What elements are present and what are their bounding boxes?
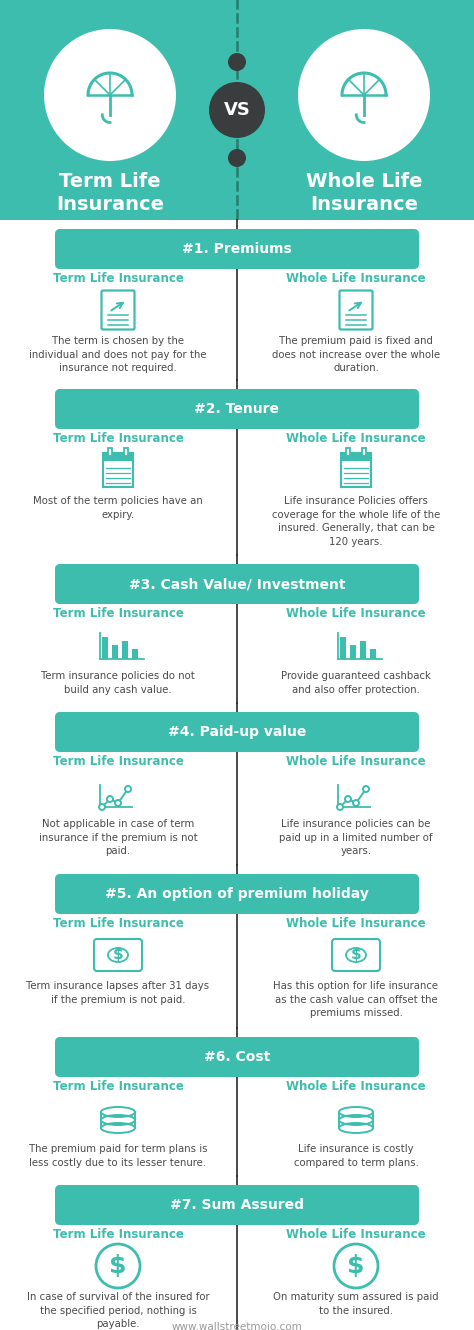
Text: $: $	[347, 1254, 365, 1278]
Text: Whole Life Insurance: Whole Life Insurance	[286, 432, 426, 446]
Bar	[370, 649, 376, 658]
Circle shape	[44, 29, 176, 161]
Text: On maturity sum assured is paid
to the insured.: On maturity sum assured is paid to the i…	[273, 1291, 439, 1315]
Text: Whole Life Insurance: Whole Life Insurance	[286, 755, 426, 767]
Bar	[0, 704, 474, 864]
Text: VS: VS	[224, 101, 250, 118]
Text: Term insurance lapses after 31 days
if the premium is not paid.: Term insurance lapses after 31 days if t…	[27, 982, 210, 1004]
Text: Whole Life Insurance: Whole Life Insurance	[286, 273, 426, 285]
Circle shape	[99, 805, 105, 810]
Circle shape	[345, 795, 351, 802]
Bar	[0, 864, 474, 1028]
FancyBboxPatch shape	[55, 1037, 419, 1077]
Text: The premium paid for term plans is
less costly due to its lesser tenure.: The premium paid for term plans is less …	[29, 1144, 207, 1168]
Text: Provide guaranteed cashback
and also offer protection.: Provide guaranteed cashback and also off…	[281, 672, 431, 694]
Bar	[341, 454, 371, 487]
Circle shape	[107, 795, 113, 802]
FancyBboxPatch shape	[55, 874, 419, 914]
Bar	[341, 454, 371, 462]
Text: Term Life Insurance: Term Life Insurance	[53, 1228, 183, 1241]
Bar	[112, 645, 118, 658]
Text: The term is chosen by the
individual and does not pay for the
insurance not requ: The term is chosen by the individual and…	[29, 336, 207, 374]
FancyBboxPatch shape	[55, 564, 419, 604]
Circle shape	[125, 786, 131, 791]
FancyBboxPatch shape	[55, 712, 419, 751]
Bar	[0, 0, 474, 219]
Circle shape	[363, 786, 369, 791]
Text: Has this option for life insurance
as the cash value can offset the
premiums mis: Has this option for life insurance as th…	[273, 982, 438, 1019]
Text: #6. Cost: #6. Cost	[204, 1049, 270, 1064]
Text: $: $	[109, 1254, 127, 1278]
Text: Not applicable in case of term
insurance if the premium is not
paid.: Not applicable in case of term insurance…	[38, 819, 197, 857]
Circle shape	[353, 801, 359, 806]
Text: The premium paid is fixed and
does not increase over the whole
duration.: The premium paid is fixed and does not i…	[272, 336, 440, 374]
FancyBboxPatch shape	[55, 1185, 419, 1225]
Text: Most of the term policies have an
expiry.: Most of the term policies have an expiry…	[33, 496, 203, 520]
Text: #2. Tenure: #2. Tenure	[194, 402, 280, 416]
Bar	[360, 641, 366, 658]
Text: Term Life Insurance: Term Life Insurance	[53, 755, 183, 767]
Circle shape	[228, 53, 246, 70]
Circle shape	[337, 805, 343, 810]
Text: #1. Premiums: #1. Premiums	[182, 242, 292, 255]
Text: Term Life Insurance: Term Life Insurance	[53, 432, 183, 446]
Text: Life insurance policies can be
paid up in a limited number of
years.: Life insurance policies can be paid up i…	[279, 819, 433, 857]
Text: Term Life Insurance: Term Life Insurance	[53, 273, 183, 285]
Text: #3. Cash Value/ Investment: #3. Cash Value/ Investment	[129, 577, 345, 591]
Circle shape	[298, 29, 430, 161]
Text: #5. An option of premium holiday: #5. An option of premium holiday	[105, 887, 369, 900]
Text: Term insurance policies do not
build any cash value.: Term insurance policies do not build any…	[41, 672, 195, 694]
Text: $: $	[351, 947, 361, 963]
Text: In case of survival of the insured for
the specified period, nothing is
payable.: In case of survival of the insured for t…	[27, 1291, 210, 1329]
Bar	[132, 649, 138, 658]
Bar	[350, 645, 356, 658]
Text: Life insurance is costly
compared to term plans.: Life insurance is costly compared to ter…	[293, 1144, 419, 1168]
Text: Term Life Insurance: Term Life Insurance	[53, 916, 183, 930]
Text: Whole Life Insurance: Whole Life Insurance	[286, 916, 426, 930]
Circle shape	[209, 82, 265, 138]
Text: Life insurance Policies offers
coverage for the whole life of the
insured. Gener: Life insurance Policies offers coverage …	[272, 496, 440, 547]
Text: Term Life
Insurance: Term Life Insurance	[56, 172, 164, 214]
Circle shape	[115, 801, 121, 806]
Bar	[0, 1176, 474, 1330]
Text: $: $	[113, 947, 123, 963]
Text: Whole Life
Insurance: Whole Life Insurance	[306, 172, 422, 214]
Text: www.wallstreetmojo.com: www.wallstreetmojo.com	[172, 1322, 302, 1330]
Bar	[0, 219, 474, 380]
Text: #7. Sum Assured: #7. Sum Assured	[170, 1198, 304, 1212]
Text: #4. Paid-up value: #4. Paid-up value	[168, 725, 306, 739]
Bar	[124, 448, 128, 456]
Bar	[103, 454, 133, 487]
FancyBboxPatch shape	[55, 388, 419, 430]
Text: Term Life Insurance: Term Life Insurance	[53, 1080, 183, 1093]
Text: Whole Life Insurance: Whole Life Insurance	[286, 1080, 426, 1093]
Text: Term Life Insurance: Term Life Insurance	[53, 606, 183, 620]
Bar	[103, 454, 133, 462]
Text: Whole Life Insurance: Whole Life Insurance	[286, 606, 426, 620]
FancyBboxPatch shape	[55, 229, 419, 269]
Bar	[0, 1028, 474, 1176]
Bar	[340, 637, 346, 658]
Bar	[102, 637, 108, 658]
Bar	[0, 380, 474, 555]
Bar	[108, 448, 112, 456]
Bar	[362, 448, 366, 456]
Bar	[122, 641, 128, 658]
Circle shape	[228, 149, 246, 168]
Bar	[0, 555, 474, 704]
Bar	[346, 448, 350, 456]
Text: Whole Life Insurance: Whole Life Insurance	[286, 1228, 426, 1241]
